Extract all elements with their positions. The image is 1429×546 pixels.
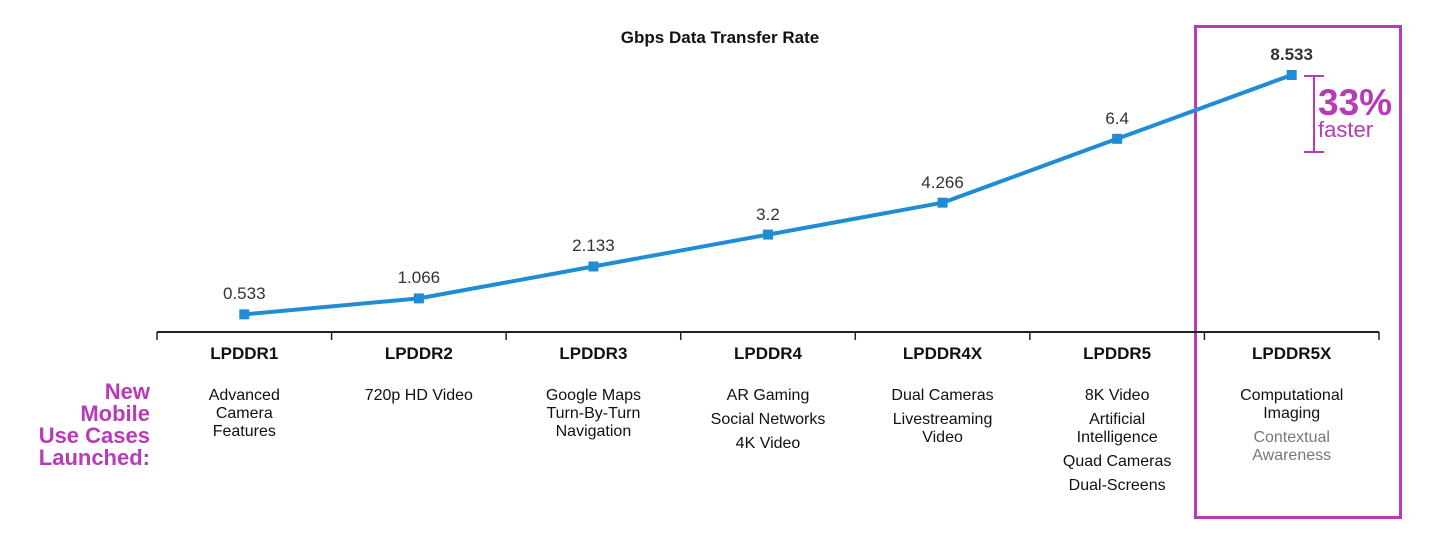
use-case-item: Video bbox=[922, 429, 963, 446]
use-case-item: Features bbox=[212, 423, 276, 440]
category-label: LPDDR4X bbox=[902, 344, 983, 363]
data-point bbox=[1286, 69, 1297, 80]
data-point bbox=[588, 261, 599, 272]
chart-title: Gbps Data Transfer Rate bbox=[620, 28, 820, 47]
data-point bbox=[1112, 133, 1123, 144]
use-case-item: Advanced bbox=[208, 387, 280, 404]
category-label: LPDDR4 bbox=[733, 344, 802, 363]
category-label: LPDDR1 bbox=[210, 344, 279, 363]
speedup-bracket bbox=[1304, 74, 1324, 153]
use-case-item: 720p HD Video bbox=[364, 387, 473, 404]
use-case-list: Computational Imaging Contextual Awareness bbox=[1205, 387, 1379, 465]
use-case-list: Google Maps Turn-By-Turn Navigation bbox=[506, 387, 680, 441]
use-cases-heading-line: Use Cases bbox=[38, 423, 150, 448]
use-cases-heading: New Mobile Use Cases Launched: bbox=[18, 381, 150, 469]
data-label: 6.4 bbox=[1105, 108, 1129, 128]
use-case-item: 8K Video bbox=[1084, 387, 1150, 404]
use-case-item: Contextual bbox=[1253, 429, 1330, 446]
data-label: 0.533 bbox=[223, 284, 266, 304]
use-case-item: Turn-By-Turn bbox=[546, 405, 641, 422]
use-case-item: Imaging bbox=[1263, 405, 1321, 422]
data-point bbox=[239, 309, 250, 320]
data-label: 4.266 bbox=[921, 172, 964, 192]
use-case-list: Advanced Camera Features bbox=[157, 387, 331, 441]
speedup-value: 33% bbox=[1318, 82, 1393, 123]
category-label: LPDDR5 bbox=[1083, 344, 1152, 363]
use-case-list: AR Gaming Social Networks 4K Video bbox=[681, 387, 855, 459]
use-case-list: 8K Video Artificial Intelligence Quad Camer… bbox=[1030, 387, 1204, 501]
data-label: 8.533 bbox=[1270, 44, 1313, 64]
speedup-callout: 33% faster bbox=[1318, 82, 1393, 142]
use-case-item: AR Gaming bbox=[726, 387, 810, 404]
category-label: LPDDR2 bbox=[384, 344, 453, 363]
highlight-box bbox=[1194, 25, 1402, 519]
use-case-item: 4K Video bbox=[735, 435, 801, 452]
data-point bbox=[763, 229, 773, 240]
use-case-item: Intelligence bbox=[1076, 429, 1158, 446]
use-cases-heading-line: Mobile bbox=[80, 401, 150, 426]
use-case-item: Livestreaming bbox=[892, 411, 993, 428]
use-case-item: Google Maps bbox=[545, 387, 641, 404]
use-case-item: Computational bbox=[1240, 387, 1344, 404]
use-case-item: Navigation bbox=[555, 423, 632, 440]
use-case-item: Quad Cameras bbox=[1062, 453, 1172, 470]
use-case-item: Camera bbox=[215, 405, 273, 422]
category-label: LPDDR5X bbox=[1252, 344, 1332, 363]
data-point bbox=[413, 293, 424, 304]
use-cases-heading-line: New bbox=[104, 379, 150, 404]
category-label: LPDDR3 bbox=[559, 344, 628, 363]
use-case-item: Artificial bbox=[1089, 411, 1146, 428]
use-case-list: Dual Cameras Livestreaming Video bbox=[856, 387, 1030, 447]
use-case-list: 720p HD Video bbox=[332, 387, 506, 411]
speedup-text: faster bbox=[1318, 117, 1374, 142]
use-case-item: Awareness bbox=[1252, 447, 1332, 464]
use-case-item: Dual Cameras bbox=[891, 387, 994, 404]
data-label: 3.2 bbox=[756, 204, 780, 224]
data-point bbox=[937, 197, 948, 208]
use-case-item: Social Networks bbox=[710, 411, 826, 428]
data-label: 2.133 bbox=[572, 236, 615, 256]
use-cases-heading-line: Launched: bbox=[38, 445, 150, 470]
data-label: 1.066 bbox=[397, 268, 441, 288]
use-case-item: Dual-Screens bbox=[1068, 477, 1166, 494]
